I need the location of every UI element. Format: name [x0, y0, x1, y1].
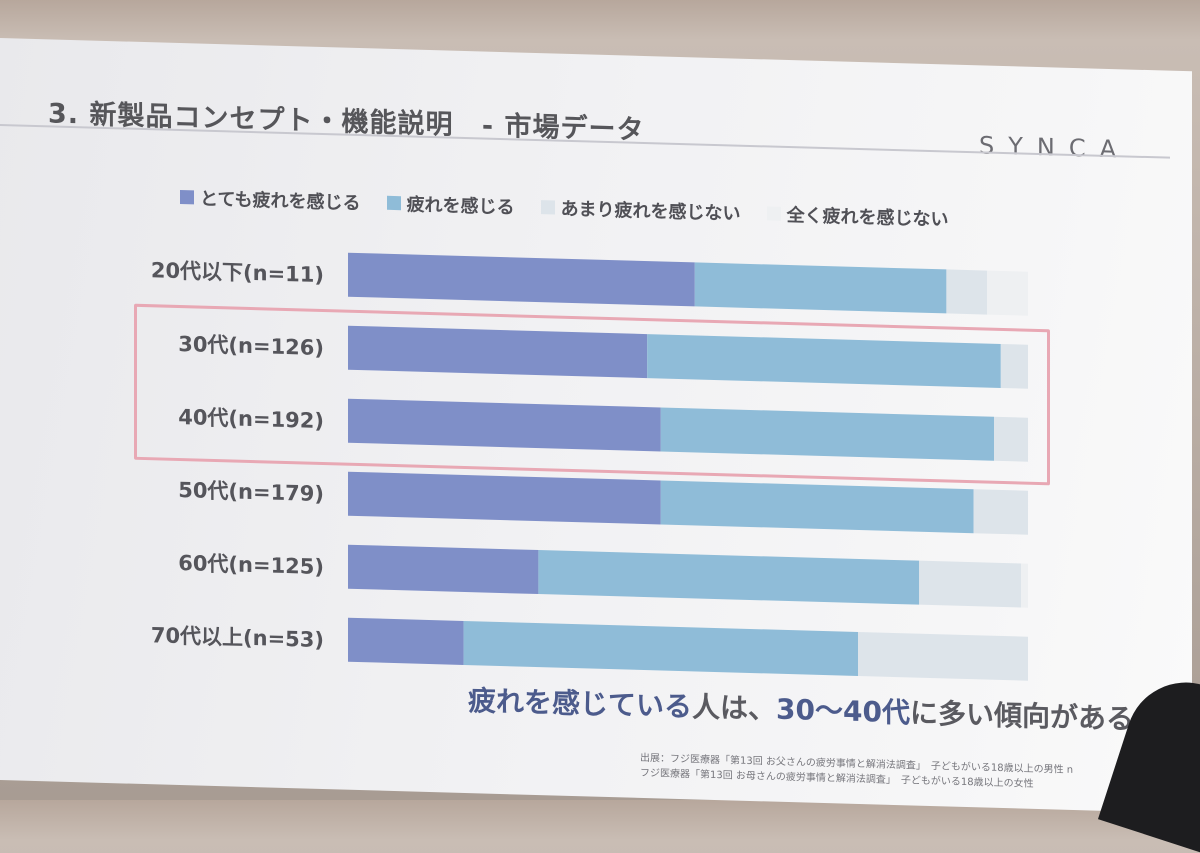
presentation-slide: 3. 新製品コンセプト・機能説明 - 市場データ SYNCA とても疲れを感じる… [0, 38, 1192, 814]
bar-segment-very-tired [348, 544, 539, 595]
bar-segment-not-tired [987, 270, 1029, 316]
bar-segment-tired [538, 550, 920, 605]
highlight-box [134, 303, 1050, 486]
bar-row: 30代(n=126) [178, 325, 1028, 389]
bar-segment-very-tired [348, 325, 648, 379]
category-label: 60代(n=125) [178, 551, 324, 579]
bar-segment-tired [647, 334, 1001, 388]
bar-segment-very-tired [348, 398, 661, 452]
bar-segment-not-very-tired [1000, 343, 1028, 389]
bar-segment-not-very-tired [994, 416, 1028, 462]
category-label: 50代(n=179) [178, 478, 324, 506]
conclusion-middle: 人は、 [692, 690, 777, 726]
bar-segment-not-very-tired [946, 269, 988, 315]
bar-segment-very-tired [348, 252, 695, 307]
bar-row: 50代(n=179) [178, 471, 1028, 535]
bar-segment-very-tired [348, 471, 661, 525]
bar-row: 70代以上(n=53) [151, 617, 1028, 681]
bar-segment-not-tired [1021, 563, 1029, 608]
bar-segment-very-tired [348, 617, 464, 665]
category-label: 30代(n=126) [178, 332, 324, 360]
bar-segment-tired [660, 480, 974, 534]
bar-segment-not-very-tired [919, 560, 1022, 608]
bar-segment-not-very-tired [858, 631, 1028, 681]
bar-segment-tired [660, 407, 994, 461]
conclusion-tail: に多い傾向がある。 [909, 696, 1162, 737]
bar-segment-not-very-tired [973, 489, 1028, 535]
stacked-bar-chart: 20代以下(n=11) 30代(n=126) 40代(n=192) 50代(n=179… [151, 252, 1029, 681]
bar-row: 60代(n=125) [178, 544, 1029, 608]
category-label: 40代(n=192) [178, 405, 324, 433]
conclusion-emphasis-1: 疲れを感じている [468, 684, 693, 724]
category-label: 20代以下(n=11) [151, 258, 324, 287]
bar-row: 20代以下(n=11) [151, 252, 1029, 316]
conclusion-emphasis-2: 30～40代 [776, 692, 910, 730]
category-label: 70代以上(n=53) [151, 623, 324, 652]
bar-row: 40代(n=192) [178, 398, 1028, 462]
bar-segment-tired [463, 620, 858, 676]
bar-segment-tired [694, 262, 947, 314]
